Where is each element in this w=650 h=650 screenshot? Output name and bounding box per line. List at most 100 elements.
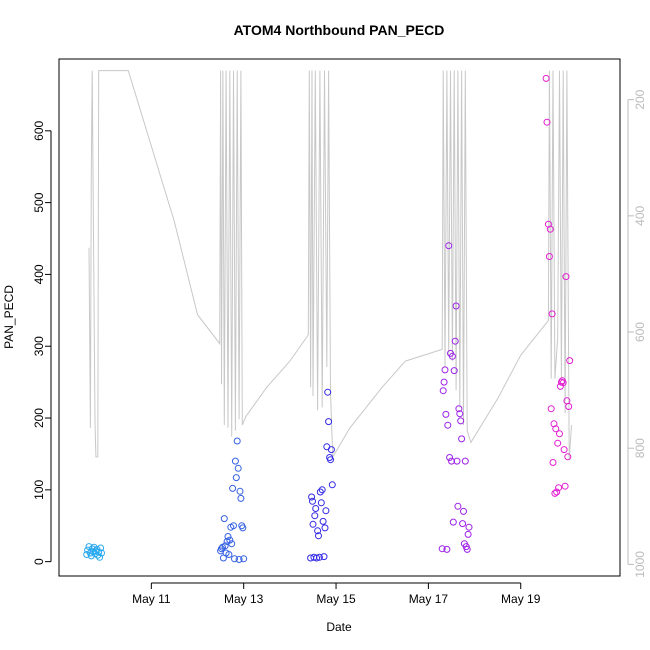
- data-point: [565, 403, 573, 410]
- series-3: [307, 388, 336, 562]
- data-point: [312, 505, 320, 512]
- data-point: [322, 507, 330, 515]
- data-point: [551, 489, 559, 497]
- data-point: [564, 453, 572, 461]
- data-point: [98, 549, 105, 557]
- data-point: [450, 367, 458, 375]
- data-point: [547, 405, 555, 413]
- y-tick-label: 200: [32, 408, 46, 428]
- data-point: [444, 421, 452, 429]
- data-point: [545, 253, 553, 260]
- y-tick-label: 0: [32, 558, 46, 565]
- data-point: [448, 352, 456, 360]
- x-tick-label: May 11: [132, 592, 171, 606]
- data-point: [542, 74, 550, 82]
- data-point: [320, 553, 328, 561]
- data-point: [230, 522, 237, 530]
- data-point: [438, 545, 446, 553]
- data-point: [566, 357, 574, 365]
- data-point: [235, 556, 243, 563]
- data-point: [554, 439, 562, 447]
- data-point: [327, 456, 334, 464]
- data-point: [463, 545, 471, 553]
- data-point: [446, 454, 454, 461]
- data-point: [461, 457, 469, 465]
- data-point: [543, 118, 551, 126]
- data-point: [232, 474, 240, 482]
- data-point: [321, 524, 329, 532]
- data-point: [239, 524, 247, 532]
- data-point: [234, 464, 242, 472]
- series-4: [438, 242, 473, 553]
- data-point: [319, 517, 327, 525]
- data-point: [316, 488, 324, 496]
- data-point: [328, 481, 336, 489]
- y-axis-title: PAN_PECD: [2, 285, 16, 349]
- data-point: [549, 459, 557, 466]
- data-point: [458, 435, 466, 443]
- x-tick-label: May 15: [316, 592, 356, 606]
- data-point: [236, 487, 244, 495]
- data-point: [231, 457, 239, 465]
- series-1: [83, 543, 105, 561]
- data-point: [237, 494, 245, 502]
- plot-frame: [58, 58, 621, 577]
- series-2: [217, 437, 248, 563]
- data-point: [464, 530, 472, 538]
- data-point: [556, 430, 563, 438]
- data-point: [552, 425, 560, 433]
- data-point: [555, 484, 563, 492]
- series-5: [542, 74, 574, 497]
- chart-title: ATOM4 Northbound PAN_PECD: [234, 22, 445, 38]
- data-point: [459, 520, 467, 528]
- data-point: [95, 548, 103, 556]
- y2-tick-label: 200: [633, 89, 647, 109]
- data-point: [449, 518, 457, 526]
- data-point: [87, 552, 95, 560]
- data-point: [308, 493, 316, 501]
- data-point: [451, 337, 459, 345]
- data-points-layer: [83, 74, 574, 563]
- data-point: [225, 551, 233, 558]
- data-point: [553, 488, 561, 496]
- altitude-track-line: [88, 70, 572, 460]
- data-point: [314, 527, 322, 535]
- data-point: [454, 502, 462, 510]
- y-tick-label: 600: [32, 120, 46, 140]
- data-point: [309, 497, 316, 505]
- data-point: [313, 554, 321, 562]
- x-tick-label: May 19: [501, 592, 541, 606]
- data-point: [231, 555, 238, 563]
- altitude-track-layer: [88, 70, 572, 460]
- data-point: [221, 542, 229, 550]
- y-tick-label: 100: [32, 480, 46, 500]
- axes-layer: May 11 May 13 May 15 May 17 May 19 0 100 200 300…: [32, 89, 647, 606]
- data-point: [457, 417, 465, 425]
- y2-tick-label: 800: [633, 438, 647, 458]
- data-point: [233, 437, 241, 445]
- data-point: [317, 499, 325, 507]
- data-point: [441, 366, 449, 374]
- x-axis-title: Date: [326, 620, 352, 634]
- data-point: [226, 536, 234, 544]
- data-point: [97, 544, 105, 552]
- data-point: [443, 545, 451, 553]
- data-point: [548, 310, 556, 318]
- data-point: [546, 225, 554, 233]
- data-point: [445, 242, 453, 250]
- data-point: [311, 512, 319, 520]
- data-point: [309, 520, 317, 528]
- x-tick-label: May 17: [409, 592, 449, 606]
- y-tick-label: 300: [32, 336, 46, 356]
- data-point: [240, 555, 248, 563]
- data-point: [562, 273, 570, 281]
- data-point: [453, 457, 461, 465]
- data-point: [465, 523, 473, 531]
- y2-tick-label: 600: [633, 322, 647, 342]
- data-point: [83, 551, 91, 558]
- data-point: [439, 387, 447, 395]
- data-point: [452, 302, 460, 310]
- data-point: [561, 482, 569, 490]
- data-point: [440, 378, 448, 386]
